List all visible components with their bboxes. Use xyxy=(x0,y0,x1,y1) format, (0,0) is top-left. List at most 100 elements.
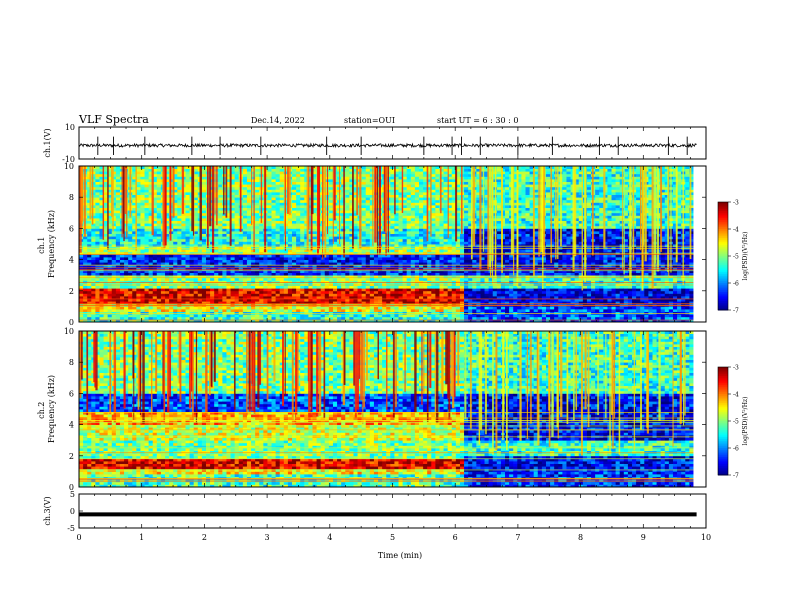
spectrogram-cell xyxy=(353,176,358,180)
spectrogram-cell xyxy=(95,184,100,188)
spectrogram-cell xyxy=(242,231,248,234)
spectrogram-cell xyxy=(169,272,174,276)
spectrogram-cell xyxy=(271,257,277,260)
spectrogram-cell xyxy=(349,277,354,281)
spectrogram-cell xyxy=(201,171,207,175)
spectrogram-cell xyxy=(275,215,281,219)
spectrogram-cell xyxy=(308,277,313,281)
spectrogram-cell xyxy=(156,181,162,185)
spectrogram-cell xyxy=(304,290,309,294)
spectrogram-cell xyxy=(320,259,326,263)
spectrogram-cell xyxy=(324,277,330,281)
spectrogram-cell xyxy=(378,275,383,279)
spectrogram-cell xyxy=(341,262,346,266)
spectrogram-cell xyxy=(230,259,236,263)
spectrogram-cell xyxy=(132,238,137,242)
spectrogram-cell xyxy=(201,296,207,299)
spectrogram-cell xyxy=(382,296,387,299)
spectrogram-cell xyxy=(246,262,252,266)
spectrogram-cell xyxy=(304,309,309,312)
spectrogram-cell xyxy=(394,249,399,253)
spectrogram-cell xyxy=(152,220,158,224)
spectrogram-cell xyxy=(99,288,104,292)
spectrogram-cell xyxy=(214,298,219,302)
spectrogram-cell xyxy=(189,244,195,247)
spectrogram-cell xyxy=(222,316,227,320)
spectrogram-cell xyxy=(95,298,100,302)
spectrogram-cell xyxy=(361,238,367,242)
spectrogram-cell xyxy=(201,223,207,227)
spectrogram-cell xyxy=(283,233,289,237)
spectrogram-cell xyxy=(148,212,154,216)
spectrogram-cell xyxy=(91,210,96,214)
spectrogram-cell xyxy=(406,244,412,247)
spectrogram-cell xyxy=(169,298,174,302)
spectrogram-cell xyxy=(345,205,350,208)
spectrogram-cell xyxy=(156,288,162,292)
spectrogram-cell xyxy=(111,215,117,219)
spectrogram-cell xyxy=(205,316,211,320)
spectrogram-cell xyxy=(107,264,113,268)
spectrogram-cell xyxy=(271,288,277,292)
spectrogram-cell xyxy=(267,189,272,193)
spectrogram-cell xyxy=(103,176,109,180)
spectrogram-cell xyxy=(156,210,162,214)
spectrogram-cell xyxy=(279,283,285,286)
spectrogram-cell xyxy=(410,275,416,279)
spectrogram-cell xyxy=(312,306,317,310)
spectrogram-cell xyxy=(275,179,281,182)
spectrogram-cell xyxy=(402,241,408,245)
spectrogram-cell xyxy=(148,218,154,221)
spectrogram-cell xyxy=(283,202,289,206)
spectrogram-cell xyxy=(152,314,158,318)
spectrogram-cell xyxy=(246,270,252,273)
spectrogram-cell xyxy=(193,316,199,320)
spectrogram-cell xyxy=(230,210,236,214)
spectrogram-cell xyxy=(259,306,264,310)
spectrogram-cell xyxy=(312,189,317,193)
spectrogram-cell xyxy=(181,259,186,263)
spectrogram-cell xyxy=(369,212,375,216)
spectrogram-cell xyxy=(369,298,375,302)
spectrogram-cell xyxy=(267,319,272,323)
spectrogram-cell xyxy=(87,194,92,198)
spectrogram-cell xyxy=(152,228,158,232)
spectrogram-cell xyxy=(95,192,100,195)
spectrogram-cell xyxy=(324,285,330,289)
spectrogram-cell xyxy=(169,316,174,320)
spectrogram-cell xyxy=(218,202,223,206)
spectrogram-cell xyxy=(365,207,371,211)
spectrogram-cell xyxy=(111,288,117,292)
spectrogram-cell xyxy=(259,231,264,234)
spectrogram-cell xyxy=(128,319,133,323)
spectrogram-cell xyxy=(406,283,412,286)
spectrogram-cell xyxy=(222,264,227,268)
spectrogram-cell xyxy=(144,257,150,260)
spectrogram-cell xyxy=(398,277,404,281)
spectrogram-cell xyxy=(201,205,207,208)
spectrogram-cell xyxy=(283,306,289,310)
spectrogram-cell xyxy=(230,184,236,188)
spectrogram-cell xyxy=(378,283,383,286)
spectrogram-cell xyxy=(124,290,129,294)
spectrogram-cell xyxy=(382,231,387,234)
spectrogram-cell xyxy=(128,241,133,245)
spectrogram-cell xyxy=(312,277,317,281)
spectrogram-cell xyxy=(398,218,404,221)
spectrogram-cell xyxy=(320,306,326,310)
spectrogram-cell xyxy=(275,220,281,224)
spectrogram-cell xyxy=(251,171,256,175)
spectrogram-cell xyxy=(124,280,129,284)
spectrogram-cell xyxy=(251,166,256,169)
spectrogram-cell xyxy=(251,215,256,219)
spectrogram-cell xyxy=(324,306,330,310)
spectrogram-cell xyxy=(103,272,109,276)
spectrogram-cell xyxy=(128,270,133,273)
spectrogram-cell xyxy=(279,207,285,211)
spectrogram-cell xyxy=(181,298,186,302)
spectrogram-cell xyxy=(107,296,113,299)
spectrogram-cell xyxy=(271,215,277,219)
spectrogram-cell xyxy=(218,228,223,232)
spectrogram-cell xyxy=(115,197,121,201)
spectrogram-cell xyxy=(398,270,404,273)
